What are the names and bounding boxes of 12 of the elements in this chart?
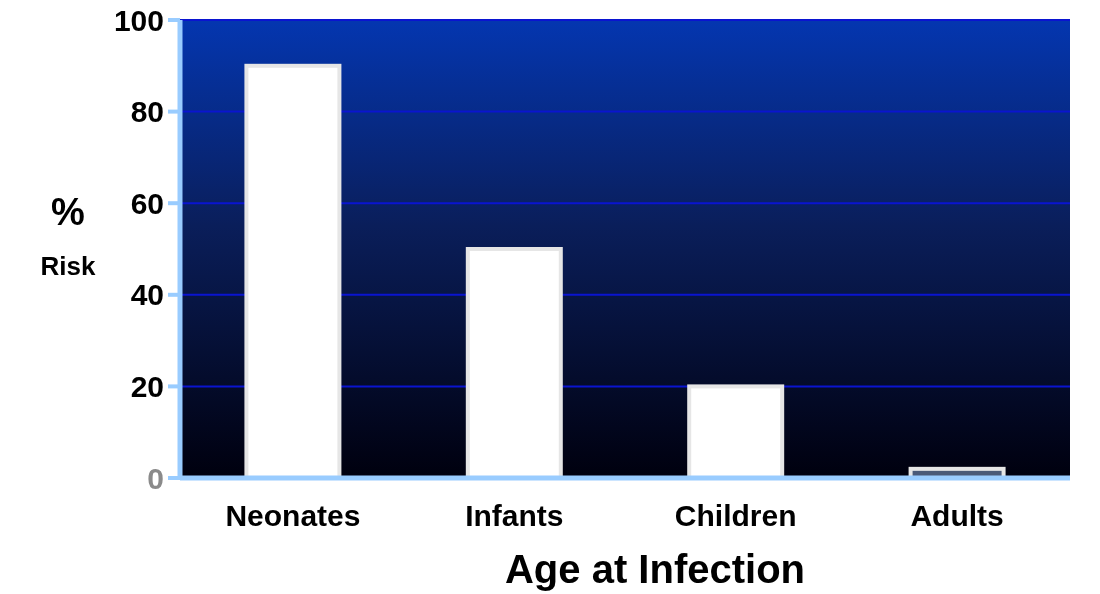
x-tick-label: Neonates xyxy=(225,499,361,532)
y-tick-label: 40 xyxy=(130,278,164,312)
y-tick-label: 0 xyxy=(147,461,164,495)
y-tick-label: 100 xyxy=(113,3,164,37)
x-tick-label: Adults xyxy=(910,499,1004,532)
y-tick-label: 60 xyxy=(130,186,164,220)
x-axis-title: Age at Infection xyxy=(504,547,806,591)
x-tick-label: Children xyxy=(674,499,797,532)
y-tick-label: 80 xyxy=(130,95,164,129)
x-tick-label: Infants xyxy=(465,499,564,532)
y-tick-label: 20 xyxy=(130,369,164,403)
y-axis-title: % Risk xyxy=(40,191,96,281)
